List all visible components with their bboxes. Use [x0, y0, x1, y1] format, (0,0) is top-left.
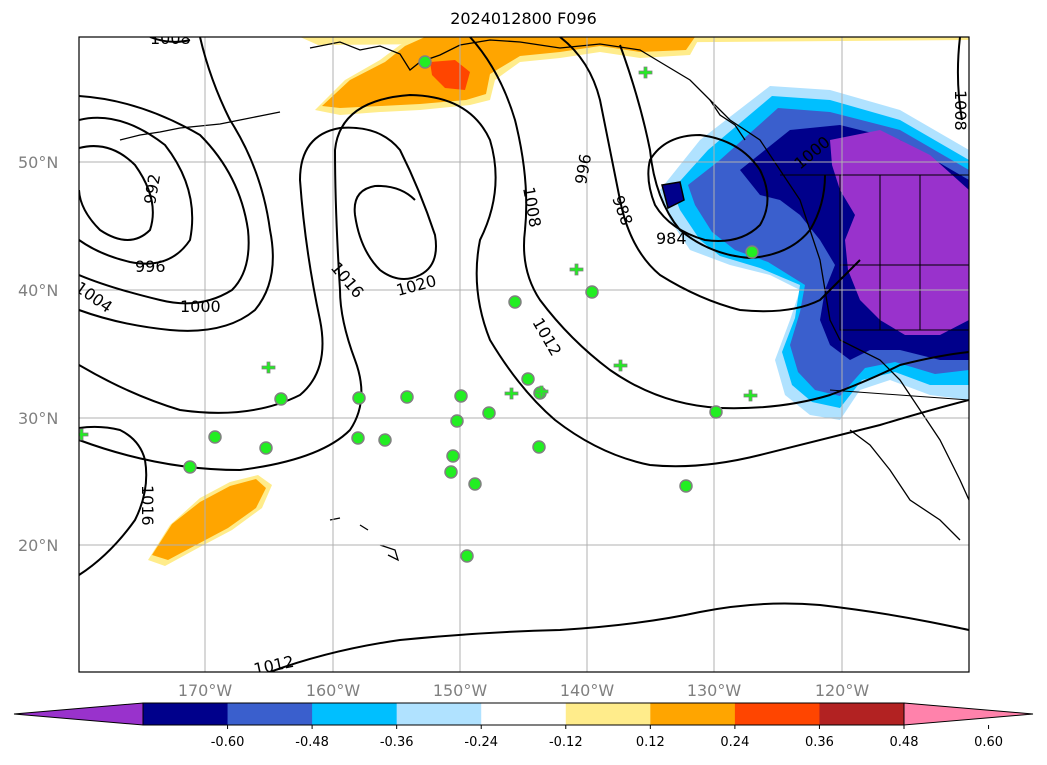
colorbar-tick-label: -0.48	[295, 735, 329, 750]
colorbar-segment	[143, 703, 229, 725]
colorbar-extend-right	[903, 702, 1034, 726]
colorbar-tick-label: 0.36	[805, 735, 834, 750]
colorbar-tick-label: 0.24	[720, 735, 749, 750]
colorbar-segment	[650, 703, 736, 725]
longitude-labels: 170°W 160°W 150°W 140°W 130°W 120°W	[178, 681, 870, 700]
colorbar: -0.60 -0.48 -0.36 -0.24 -0.12 0.12 0.24 0.36 0.4…	[13, 702, 1034, 750]
isobar-label: 984	[656, 229, 687, 248]
colorbar-extend-left	[13, 702, 144, 726]
colorbar-segment	[734, 703, 820, 725]
lat-label: 30°N	[18, 409, 58, 428]
isobar-label: 1008	[951, 90, 970, 131]
lat-label: 40°N	[18, 281, 58, 300]
lat-label: 50°N	[18, 153, 58, 172]
colorbar-tick-label: -0.60	[211, 735, 245, 750]
colorbar-tick-label: 0.12	[636, 735, 665, 750]
colorbar-tick-label: 0.48	[890, 735, 919, 750]
map-border	[78, 36, 970, 673]
colorbar-frame	[142, 702, 905, 726]
lon-label: 120°W	[815, 681, 870, 700]
lon-label: 160°W	[306, 681, 361, 700]
colorbar-tick-label: -0.24	[464, 735, 498, 750]
isobar-label: 1016	[138, 485, 157, 526]
station-circles	[183, 55, 759, 563]
boundaries	[780, 174, 969, 401]
lon-label: 140°W	[560, 681, 615, 700]
colorbar-tick-label: -0.12	[549, 735, 583, 750]
colorbar-segment	[227, 703, 313, 725]
latitude-labels: 50°N 40°N 30°N 20°N	[18, 153, 58, 555]
gridlines	[79, 37, 969, 672]
lon-label: 170°W	[178, 681, 233, 700]
lon-label: 150°W	[433, 681, 488, 700]
isobar-label: 1000	[180, 297, 221, 316]
isobar-label: 996	[135, 257, 166, 276]
station-plus	[79, 66, 758, 441]
negative-anomaly-shading	[660, 86, 969, 420]
map-title: 2024012800 F096	[450, 9, 597, 28]
coastlines	[119, 39, 969, 562]
colorbar-segment	[396, 703, 482, 725]
colorbar-segment	[312, 703, 398, 725]
colorbar-tick-label: -0.36	[380, 735, 414, 750]
lat-label: 20°N	[18, 536, 58, 555]
lon-label: 130°W	[687, 681, 742, 700]
colorbar-tick-label: 0.60	[974, 735, 1003, 750]
colorbar-segment	[565, 703, 651, 725]
isobars	[79, 37, 969, 672]
isobar-label: 1008	[150, 29, 191, 48]
colorbar-segment	[819, 703, 905, 725]
map-panel: 1008 992 996 1004 1000 1016 1020 1008 99…	[79, 29, 970, 672]
colorbar-segment	[481, 703, 567, 725]
